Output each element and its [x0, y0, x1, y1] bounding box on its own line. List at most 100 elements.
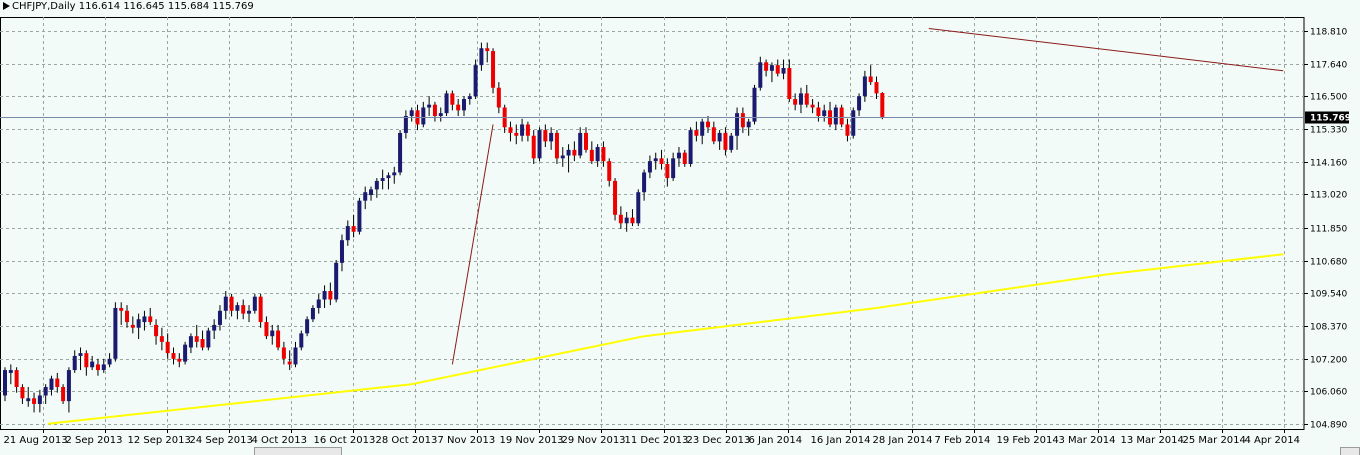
- candle: [49, 375, 54, 396]
- chart-grid: [0, 17, 1305, 430]
- candle-body: [711, 127, 716, 142]
- x-tick-label: 7 Nov 2013: [438, 435, 496, 446]
- candle-body: [305, 319, 310, 334]
- candle-body: [403, 115, 408, 133]
- candle-body: [653, 158, 658, 162]
- candle: [456, 99, 461, 116]
- candle: [868, 65, 873, 85]
- candle-body: [862, 76, 867, 97]
- candle-body: [113, 307, 118, 359]
- candle: [659, 149, 664, 170]
- candle-body: [549, 132, 554, 142]
- candle-body: [607, 161, 612, 181]
- candle: [252, 293, 257, 314]
- candle-body: [188, 336, 193, 348]
- candle-body: [8, 370, 13, 373]
- chart-tab[interactable]: [254, 447, 342, 455]
- plot-frame: [0, 17, 1305, 430]
- candle-body: [130, 324, 135, 328]
- candle-body: [90, 361, 95, 368]
- candle: [758, 56, 763, 91]
- candle-body: [281, 347, 286, 359]
- candle: [177, 353, 182, 368]
- candle-body: [229, 296, 234, 311]
- candle: [491, 48, 496, 94]
- candle: [671, 152, 676, 181]
- candle-body: [217, 310, 222, 325]
- candle-body: [845, 124, 850, 136]
- candle: [14, 367, 19, 393]
- candle: [578, 127, 583, 159]
- candle: [369, 186, 374, 201]
- candle: [3, 367, 7, 402]
- candle: [560, 147, 565, 167]
- candle-body: [369, 189, 374, 196]
- moving-average-layer: [47, 253, 1284, 425]
- candle: [206, 327, 211, 351]
- candle-body: [479, 48, 484, 66]
- candle: [357, 197, 362, 235]
- candle: [130, 316, 135, 334]
- candle-body: [746, 121, 751, 128]
- candle-body: [531, 135, 536, 159]
- candle-body: [194, 336, 199, 342]
- candle-body: [508, 127, 513, 133]
- candle: [95, 358, 100, 376]
- candle-body: [444, 93, 449, 114]
- candle: [845, 118, 850, 142]
- candle-body: [154, 324, 159, 337]
- candle: [398, 130, 403, 176]
- candle: [310, 305, 315, 323]
- y-tick-label: 104.890: [1310, 421, 1347, 431]
- candle-body: [252, 296, 257, 311]
- candle: [328, 282, 333, 306]
- x-tick-label: 2 Sep 2013: [66, 435, 123, 446]
- candle: [90, 355, 95, 371]
- candle: [676, 147, 681, 167]
- candle: [752, 84, 757, 125]
- candle-body: [851, 110, 856, 136]
- candle: [334, 259, 339, 303]
- x-tick-label: 6 Jan 2014: [749, 435, 803, 446]
- candle-body: [276, 330, 281, 348]
- candle-body: [706, 121, 711, 128]
- candle: [339, 234, 344, 272]
- candle-body: [595, 147, 600, 162]
- candle: [479, 42, 484, 71]
- candle-body: [55, 378, 60, 388]
- candle: [694, 121, 699, 142]
- candle-body: [752, 87, 757, 122]
- candle: [647, 155, 652, 179]
- candle: [862, 70, 867, 102]
- candle-body: [467, 96, 472, 100]
- support-trendline: [451, 124, 494, 365]
- candle: [200, 330, 205, 351]
- candle: [531, 130, 536, 164]
- candle: [276, 324, 281, 351]
- candle: [403, 110, 408, 139]
- y-tick-label: 107.200: [1310, 356, 1347, 366]
- candle: [409, 107, 414, 122]
- candle-body: [804, 93, 809, 105]
- x-tick-label: 21 Aug 2013: [4, 435, 68, 446]
- candle-body: [212, 324, 217, 331]
- price-tag-bg: [1305, 111, 1349, 124]
- candle: [223, 291, 228, 320]
- candle-body: [636, 192, 641, 224]
- candles: [3, 42, 885, 413]
- candle-body: [14, 370, 19, 388]
- candle: [822, 104, 827, 122]
- candle-body: [473, 65, 478, 97]
- candle: [101, 358, 106, 373]
- candle-body: [32, 398, 37, 404]
- candle: [287, 350, 292, 371]
- candle-body: [584, 132, 588, 150]
- candle: [136, 313, 141, 340]
- candle: [119, 302, 124, 325]
- candle: [816, 101, 821, 122]
- collapse-triangle-icon[interactable]: [3, 2, 10, 10]
- candle-body: [810, 104, 815, 108]
- candle: [549, 127, 554, 150]
- candle-body: [177, 358, 182, 362]
- candle: [461, 96, 466, 116]
